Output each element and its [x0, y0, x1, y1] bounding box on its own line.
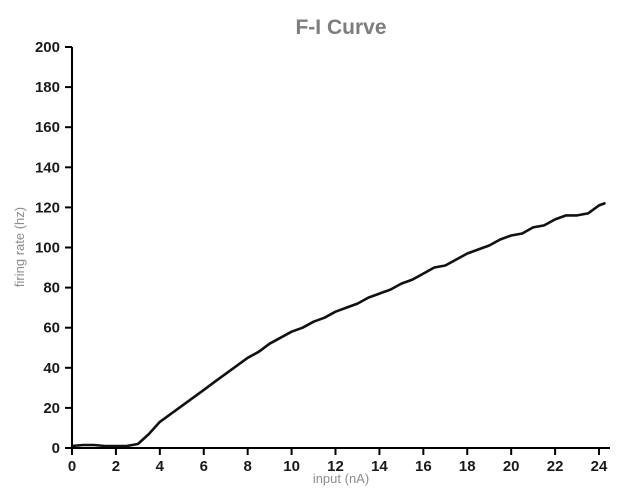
x-tick-label: 18: [459, 458, 476, 475]
y-tick-label: 0: [52, 440, 60, 457]
y-tick-label: 40: [43, 360, 60, 377]
fi-curve-line: [70, 202, 606, 448]
x-tick-label: 22: [547, 458, 564, 475]
x-tick-label: 2: [112, 458, 120, 475]
y-tick-label: 80: [43, 280, 60, 297]
chart-title: F-I Curve: [295, 16, 386, 39]
x-axis-label: input (nA): [313, 471, 369, 486]
x-axis-ticks: 0 2 4 6 8 10 12 14 16 18 20 22 24: [68, 448, 608, 475]
x-tick-label: 14: [371, 458, 388, 475]
x-tick-label: 4: [156, 458, 165, 475]
y-tick-label: 200: [35, 39, 60, 56]
y-tick-label: 180: [35, 79, 60, 96]
y-tick-label: 120: [35, 199, 60, 216]
y-tick-label: 140: [35, 159, 60, 176]
axes: [71, 47, 610, 449]
x-tick-label: 6: [200, 458, 208, 475]
x-tick-label: 24: [591, 458, 608, 475]
x-tick-label: 8: [244, 458, 252, 475]
y-tick-label: 60: [43, 320, 60, 337]
x-tick-label: 20: [503, 458, 520, 475]
y-axis-ticks: 0 20 40 60 80 100 120 140 160 180 200: [35, 39, 72, 457]
y-tick-label: 100: [35, 240, 60, 257]
y-tick-label: 20: [43, 400, 60, 417]
x-tick-label: 12: [327, 458, 344, 475]
y-axis-label: firing rate (hz): [12, 207, 27, 287]
x-tick-label: 16: [415, 458, 432, 475]
y-tick-label: 160: [35, 119, 60, 136]
x-tick-label: 0: [68, 458, 76, 475]
x-tick-label: 10: [283, 458, 300, 475]
